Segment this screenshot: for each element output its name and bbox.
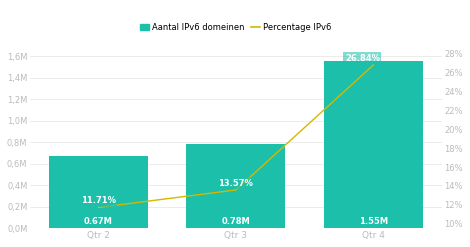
Text: 26.84%: 26.84% [345, 54, 380, 62]
Text: 13.57%: 13.57% [219, 179, 253, 187]
Bar [324, 62, 423, 228]
Text: 1.55M: 1.55M [359, 217, 388, 226]
Text: 0.67M: 0.67M [84, 217, 113, 226]
Bar [49, 156, 148, 228]
Legend: Aantal IPv6 domeinen, Percentage IPv6: Aantal IPv6 domeinen, Percentage IPv6 [137, 20, 335, 35]
Text: 0.78M: 0.78M [221, 217, 251, 226]
Bar [187, 144, 285, 228]
Text: 11.71%: 11.71% [81, 196, 116, 205]
